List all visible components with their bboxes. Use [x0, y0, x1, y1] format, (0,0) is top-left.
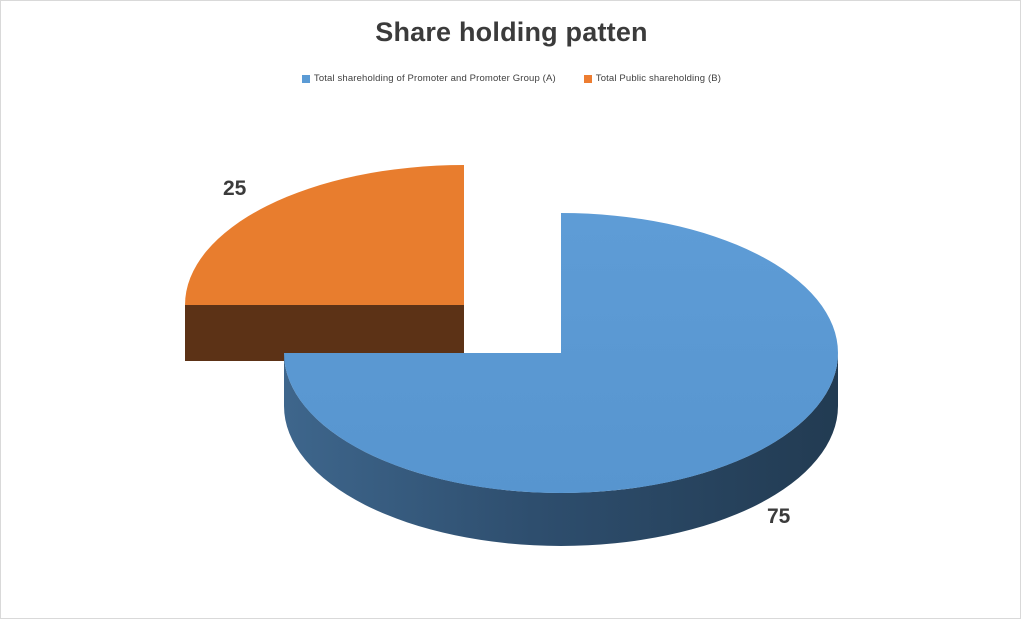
pie-slice-promoter-side [284, 353, 838, 546]
pie-slice-public-side [185, 305, 464, 361]
chart-title: Share holding patten [375, 17, 648, 47]
legend-swatch-promoter-icon [301, 74, 310, 83]
data-label-promoter: 75 [767, 505, 791, 528]
legend-label-promoter: Total shareholding of Promoter and Promo… [313, 73, 556, 84]
legend-item-promoter[interactable]: Total shareholding of Promoter and Promo… [301, 73, 556, 84]
pie-slice-promoter-top [284, 213, 838, 493]
data-label-public: 25 [223, 177, 247, 200]
legend-item-public[interactable]: Total Public shareholding (B) [583, 73, 722, 84]
legend-swatch-public-icon [583, 74, 592, 83]
chart-legend: Total shareholding of Promoter and Promo… [1, 73, 1020, 84]
pie-slice-promoter[interactable] [284, 213, 838, 546]
pie-slice-public[interactable] [185, 165, 464, 361]
pie-slice-public-top [185, 165, 464, 305]
legend-label-public: Total Public shareholding (B) [595, 73, 722, 84]
